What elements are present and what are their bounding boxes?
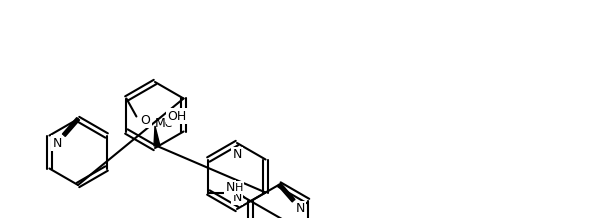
Text: N: N: [53, 136, 62, 150]
Text: OH: OH: [167, 109, 186, 123]
Text: Me: Me: [155, 117, 173, 130]
Polygon shape: [154, 126, 160, 146]
Text: H: H: [234, 182, 243, 192]
Text: O: O: [141, 114, 150, 127]
Text: N: N: [226, 181, 235, 194]
Text: N: N: [233, 148, 242, 161]
Text: N: N: [233, 191, 242, 204]
Text: N: N: [296, 202, 305, 215]
